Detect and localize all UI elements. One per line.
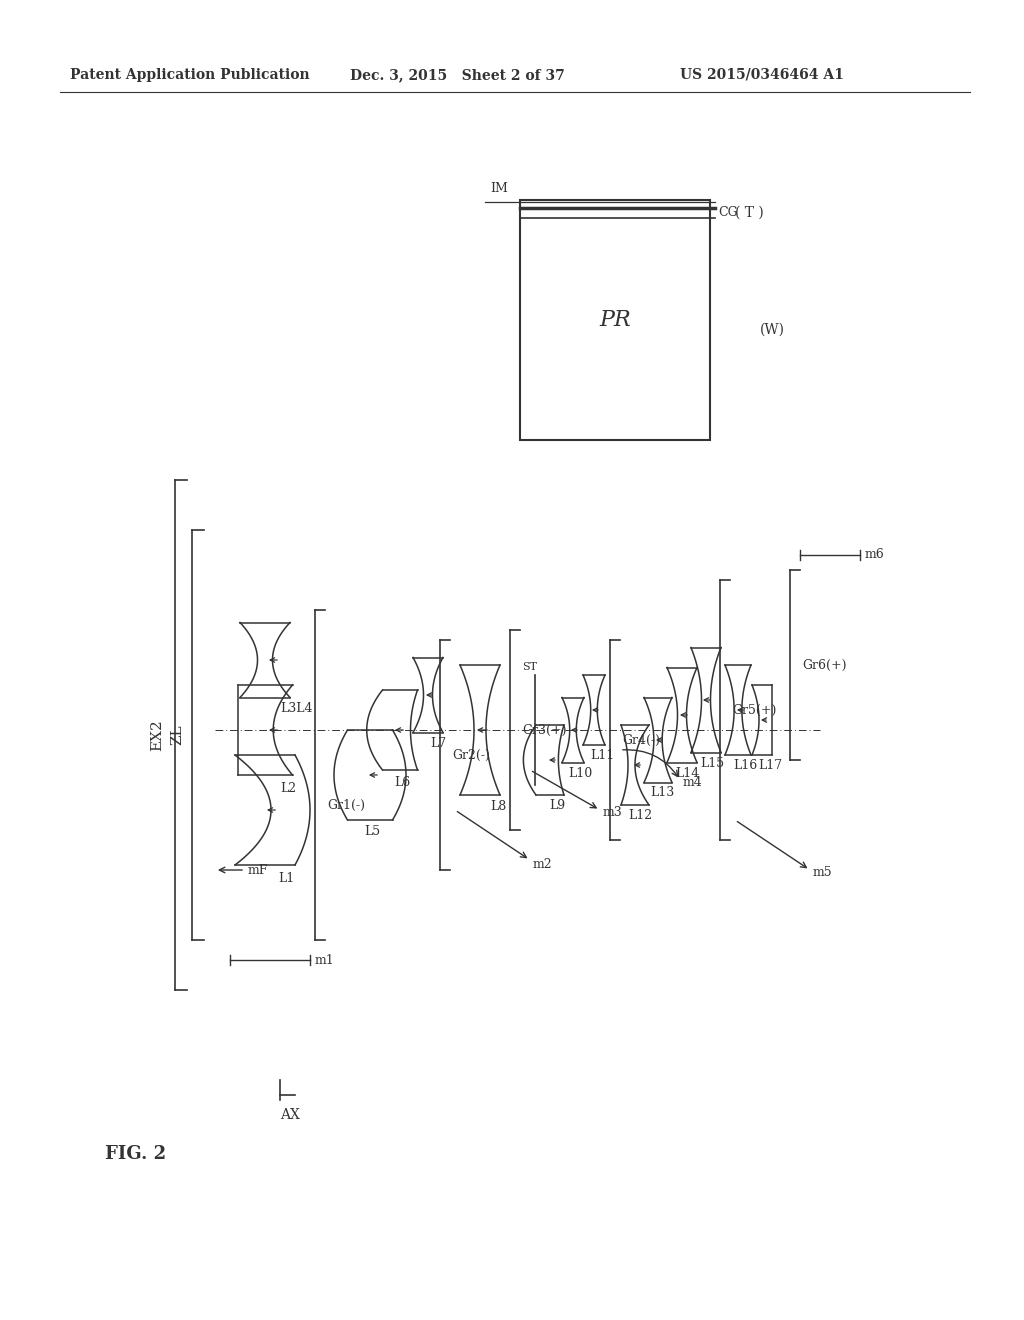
Text: m3: m3: [603, 807, 623, 820]
Bar: [520, 201, 710, 440]
Text: L7: L7: [430, 737, 446, 750]
Text: Gr1(-): Gr1(-): [327, 799, 365, 812]
Text: L2: L2: [280, 781, 296, 795]
Text: L15: L15: [700, 756, 724, 770]
Text: L3L4: L3L4: [280, 702, 312, 715]
Text: L13: L13: [650, 785, 674, 799]
Text: L1: L1: [278, 873, 294, 884]
Text: FIG. 2: FIG. 2: [105, 1144, 166, 1163]
Text: L5: L5: [364, 825, 380, 838]
Text: L8: L8: [490, 800, 506, 813]
Text: PR: PR: [599, 309, 631, 331]
Text: AX: AX: [280, 1107, 300, 1122]
Text: L14: L14: [675, 767, 699, 780]
Text: Patent Application Publication: Patent Application Publication: [70, 69, 309, 82]
Text: m6: m6: [865, 549, 885, 561]
Text: L12: L12: [628, 809, 652, 822]
Text: Gr6(+): Gr6(+): [802, 659, 847, 672]
Text: Gr2(-): Gr2(-): [452, 748, 489, 762]
Text: US 2015/0346464 A1: US 2015/0346464 A1: [680, 69, 844, 82]
Text: L11: L11: [590, 748, 614, 762]
Text: ST: ST: [522, 663, 538, 672]
Text: m1: m1: [315, 953, 335, 966]
Text: L10: L10: [568, 767, 592, 780]
Text: Gr3(+): Gr3(+): [522, 723, 566, 737]
Text: m5: m5: [813, 866, 833, 879]
Text: EX2: EX2: [150, 719, 164, 751]
Text: m4: m4: [683, 776, 702, 789]
Text: L9: L9: [549, 799, 565, 812]
Text: mF: mF: [248, 863, 268, 876]
Text: Dec. 3, 2015   Sheet 2 of 37: Dec. 3, 2015 Sheet 2 of 37: [350, 69, 565, 82]
Text: L17: L17: [758, 759, 782, 772]
Text: ZL: ZL: [170, 725, 184, 746]
Text: Gr5(+): Gr5(+): [732, 704, 776, 717]
Text: CG: CG: [718, 206, 737, 219]
Text: L16: L16: [733, 759, 758, 772]
Text: Gr4(-): Gr4(-): [622, 734, 660, 747]
Text: ( T ): ( T ): [735, 206, 764, 220]
Text: m2: m2: [534, 858, 553, 871]
Text: L6: L6: [394, 776, 411, 789]
Text: IM: IM: [490, 182, 508, 195]
Text: (W): (W): [760, 323, 785, 337]
